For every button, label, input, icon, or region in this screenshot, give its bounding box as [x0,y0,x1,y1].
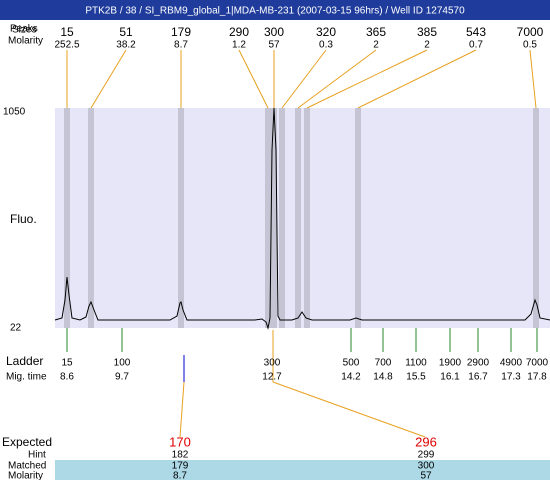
hint-size: 299 [418,450,435,461]
molarity-label: Molarity [8,36,43,47]
peak-size: 7000 [517,25,544,39]
ladder-size: 7000 [526,358,549,369]
peak-molarity: 8.7 [174,40,188,51]
peak-band [355,108,361,328]
peak-molarity: 252.5 [54,40,79,51]
ladder-size: 1100 [405,358,427,369]
peak-leader [357,49,477,109]
expected-size: 170 [169,434,191,449]
peaks-label: Peaks [10,24,38,35]
title: PTK2B / 38 / SI_RBM9_global_1|MDA-MB-231… [85,6,465,17]
peak-size: 543 [466,25,486,39]
peak-band [178,108,184,328]
sizes-label: Sizes [12,25,36,36]
ladder-mig-time: 14.8 [373,372,393,383]
peak-size: 300 [264,25,284,39]
title-bar [0,0,550,20]
peak-molarity: 0.5 [523,40,537,51]
matched-size: 300 [418,461,435,472]
peak-band [304,108,310,328]
peak-size: 385 [417,25,437,39]
matched-size: 179 [172,461,189,472]
expected-label: Expected [2,435,52,449]
peak-leader [281,49,327,109]
peak-band [64,108,70,328]
peak-molarity: 2 [373,40,379,51]
molarity-bottom-label: Molarity [8,471,43,480]
y-min-label: 22 [10,323,22,334]
peak-molarity: 0.3 [319,40,333,51]
ladder-size: 2900 [467,358,490,369]
peak-leader [306,49,428,109]
mig-time-label: Mig. time [6,372,47,383]
fluo-label: Fluo. [10,212,37,226]
ladder-mig-time: 16.1 [440,372,460,383]
peak-size: 320 [316,25,336,39]
plot-area [55,108,550,328]
peak-molarity: 57 [268,40,280,51]
matched-band [55,460,550,480]
ladder-mig-time: 9.7 [115,372,129,383]
peak-size: 365 [366,25,386,39]
peak-leader [90,49,127,109]
ladder-mig-time: 8.6 [60,372,74,383]
hint-label: Hint [28,450,46,461]
ladder-mig-time: 14.2 [341,372,361,383]
ladder-size: 1900 [439,358,462,369]
peak-leader [297,49,377,109]
peak-molarity: 2 [424,40,430,51]
matched-molarity: 8.7 [173,471,187,480]
ladder-mig-time: 12.7 [262,372,282,383]
ladder-mig-time: 15.5 [406,372,426,383]
ladder-size: 15 [61,358,73,369]
ladder-label: Ladder [6,354,43,368]
ladder-size: 500 [343,358,360,369]
peak-leader [529,49,537,109]
peak-leader [238,49,269,109]
ladder-mig-time: 17.3 [501,372,521,383]
ladder-size: 100 [114,358,131,369]
peak-size: 179 [171,25,191,39]
peak-molarity: 1.2 [232,40,246,51]
y-max-label: 1050 [3,107,26,118]
peak-band [88,108,94,328]
trace [54,107,550,330]
ladder-mig-time: 17.8 [527,372,547,383]
ladder-size: 300 [264,358,281,369]
peak-band [279,108,285,328]
hint-size: 182 [172,450,189,461]
ladder-mig-time: 16.7 [468,372,488,383]
peak-size: 51 [119,25,133,39]
ladder-size: 700 [375,358,392,369]
match-leader [272,381,426,438]
peak-size: 15 [60,25,74,39]
expected-size: 296 [415,434,437,449]
peak-molarity: 38.2 [116,40,136,51]
peak-molarity: 0.7 [469,40,483,51]
matched-label: Matched [8,461,46,472]
peak-size: 290 [229,25,249,39]
match-leader [179,381,185,438]
matched-molarity: 57 [420,471,432,480]
peak-band [265,108,271,328]
peak-band [533,108,539,328]
peak-band [295,108,301,328]
peak-band [271,108,277,328]
ladder-size: 4900 [500,358,523,369]
